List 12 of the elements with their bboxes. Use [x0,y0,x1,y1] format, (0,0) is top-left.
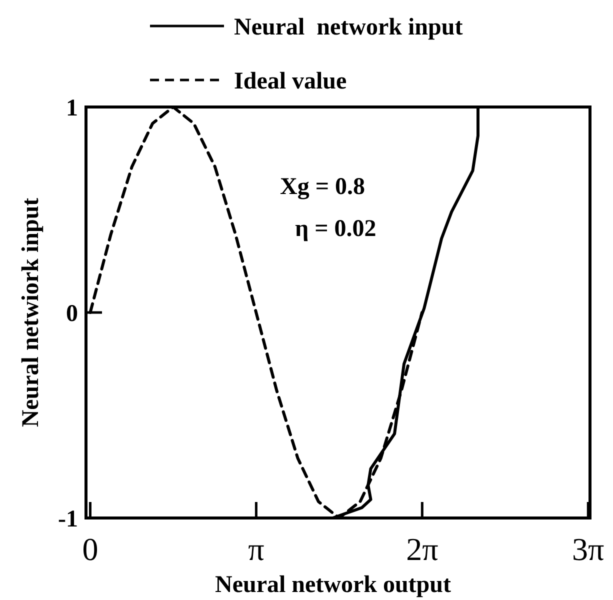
x-tick-label: 2π [406,531,438,567]
annotation: η = 0.02 [295,216,376,242]
legend-label: Ideal value [234,68,348,94]
x-axis-title: Neural network output [214,572,452,598]
y-tick-label: -1 [58,506,78,532]
y-axis-title: Neural netwiork input [18,198,44,428]
y-tick-label: 0 [66,300,78,327]
x-tick-label: 3π [572,531,604,567]
annotation: Xg = 0.8 [280,174,366,200]
x-tick-label: π [248,531,264,567]
y-tick-label: 1 [66,95,78,122]
legend-label: Neural network input [234,14,463,40]
